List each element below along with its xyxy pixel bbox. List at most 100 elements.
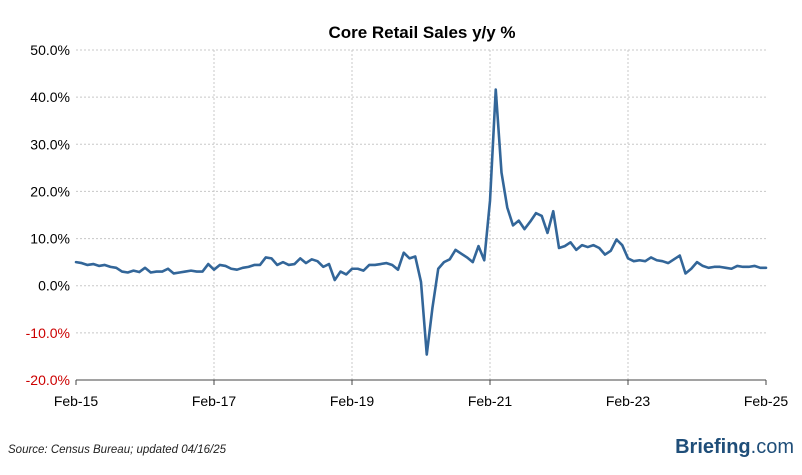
data-point bbox=[667, 262, 670, 264]
data-point bbox=[696, 261, 698, 264]
data-point bbox=[420, 281, 422, 283]
data-point bbox=[132, 269, 135, 272]
brand-tld: .com bbox=[750, 436, 794, 458]
data-point bbox=[736, 265, 739, 267]
data-point bbox=[460, 252, 463, 255]
data-point bbox=[391, 264, 394, 266]
gridlines bbox=[75, 49, 767, 385]
data-point bbox=[483, 259, 486, 262]
source-note: Source: Census Bureau; updated 04/16/25 bbox=[8, 444, 227, 456]
data-point bbox=[149, 271, 152, 274]
data-point bbox=[207, 263, 210, 265]
y-axis-ticks: 50.0% 40.0% 30.0% 20.0% 10.0% 0.0% -10.0% -20.0… bbox=[26, 42, 70, 388]
series-line bbox=[74, 88, 768, 356]
data-point bbox=[270, 257, 273, 260]
data-point bbox=[109, 265, 112, 268]
data-point bbox=[86, 264, 89, 266]
data-point bbox=[477, 245, 480, 248]
x-tick-label: Feb-15 bbox=[54, 393, 99, 409]
data-point bbox=[471, 261, 474, 264]
data-point bbox=[241, 266, 244, 269]
data-point bbox=[604, 253, 606, 256]
data-point bbox=[167, 267, 169, 270]
y-tick-label: 20.0% bbox=[30, 183, 70, 199]
data-point bbox=[644, 260, 647, 263]
data-point bbox=[195, 270, 198, 273]
data-point bbox=[598, 247, 601, 249]
brand-name: Briefing bbox=[675, 436, 751, 458]
data-point bbox=[224, 265, 227, 267]
data-point bbox=[201, 270, 204, 273]
data-point bbox=[374, 264, 376, 266]
data-point bbox=[356, 267, 359, 270]
data-point bbox=[362, 269, 365, 272]
data-point bbox=[333, 279, 336, 281]
data-point bbox=[489, 199, 491, 202]
data-point bbox=[103, 264, 106, 266]
x-tick-label: Feb-17 bbox=[192, 393, 237, 409]
y-tick-label: 0.0% bbox=[38, 278, 70, 294]
brand-logo: Briefing.com bbox=[675, 436, 794, 459]
data-point bbox=[552, 210, 555, 213]
data-point bbox=[586, 246, 589, 248]
data-point bbox=[144, 266, 146, 269]
data-point bbox=[339, 270, 342, 273]
data-point bbox=[293, 263, 296, 265]
x-axis-ticks: Feb-15 Feb-17 Feb-19 Feb-21 Feb-23 Feb-25 bbox=[54, 393, 789, 409]
data-point bbox=[322, 265, 325, 268]
data-point bbox=[673, 258, 675, 261]
data-point bbox=[592, 244, 595, 247]
data-point bbox=[155, 270, 158, 273]
data-point bbox=[190, 269, 192, 272]
data-point bbox=[431, 306, 434, 309]
data-point bbox=[328, 263, 330, 265]
data-point bbox=[661, 260, 664, 263]
y-tick-label: 50.0% bbox=[30, 42, 70, 58]
chart-title: Core Retail Sales y/y % bbox=[328, 23, 515, 42]
x-tick-label: Feb-23 bbox=[606, 393, 651, 409]
data-point bbox=[753, 265, 756, 267]
data-point bbox=[546, 232, 549, 234]
data-point bbox=[236, 268, 238, 271]
data-point bbox=[184, 270, 187, 273]
data-point bbox=[172, 272, 175, 275]
data-point bbox=[247, 265, 250, 268]
data-point bbox=[742, 265, 744, 268]
y-tick-label: -20.0% bbox=[26, 372, 70, 388]
data-point bbox=[126, 271, 129, 274]
data-point bbox=[115, 266, 118, 269]
data-point bbox=[218, 264, 221, 266]
data-point bbox=[747, 265, 750, 268]
data-point bbox=[724, 266, 727, 269]
data-point bbox=[632, 260, 635, 263]
data-point bbox=[379, 263, 382, 265]
data-point bbox=[719, 265, 721, 268]
data-point bbox=[517, 219, 520, 222]
data-point bbox=[558, 247, 560, 249]
data-point bbox=[408, 257, 411, 260]
data-point bbox=[759, 266, 762, 269]
x-tick-label: Feb-19 bbox=[330, 393, 375, 409]
data-point bbox=[310, 258, 313, 261]
data-point bbox=[523, 228, 526, 231]
data-point bbox=[627, 257, 629, 260]
data-point bbox=[402, 251, 405, 254]
data-point bbox=[276, 264, 279, 266]
data-point bbox=[581, 244, 583, 247]
data-point bbox=[707, 266, 710, 269]
data-point bbox=[701, 265, 704, 267]
data-point bbox=[494, 88, 497, 91]
data-point bbox=[121, 270, 123, 273]
data-point bbox=[575, 248, 578, 251]
data-point bbox=[443, 261, 445, 264]
x-tick-label: Feb-21 bbox=[468, 393, 513, 409]
y-tick-label: 10.0% bbox=[30, 231, 70, 247]
data-point bbox=[253, 264, 256, 266]
data-point bbox=[80, 262, 83, 264]
data-point bbox=[638, 259, 641, 262]
data-point bbox=[454, 248, 457, 251]
data-point bbox=[500, 171, 503, 174]
data-point bbox=[535, 212, 537, 215]
data-point bbox=[385, 262, 388, 264]
